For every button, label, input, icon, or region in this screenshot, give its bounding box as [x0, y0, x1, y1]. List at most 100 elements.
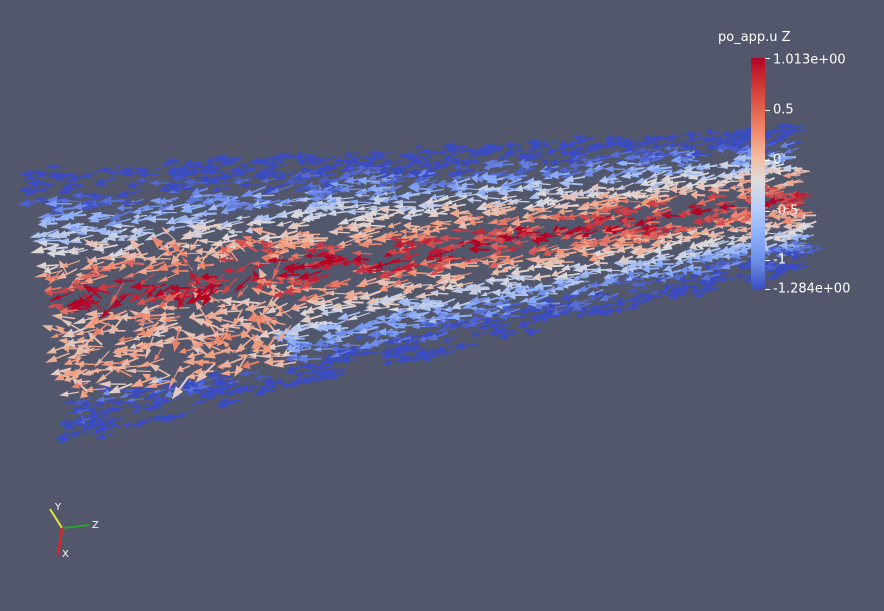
arrow-glyph-shaft — [404, 207, 414, 210]
arrow-glyph-shaft — [429, 228, 439, 233]
arrow-glyph-head — [271, 330, 283, 336]
arrow-glyph-head — [661, 227, 669, 233]
arrow-glyph-head — [89, 193, 100, 201]
arrow-glyph-head — [425, 239, 435, 249]
arrow-glyph-head — [560, 264, 571, 271]
arrow-glyph-shaft — [230, 268, 243, 271]
arrow-glyph-shaft — [207, 285, 216, 298]
arrow-glyph-shaft — [502, 163, 514, 166]
arrow-glyph-shaft — [611, 225, 620, 230]
arrow-glyph-head — [767, 151, 776, 159]
arrow-glyph-shaft — [250, 238, 262, 244]
arrow-glyph-shaft — [282, 324, 292, 336]
arrow-glyph-head — [572, 134, 583, 142]
arrow-glyph-shaft — [767, 187, 778, 191]
arrow-glyph-head — [469, 306, 477, 312]
arrow-glyph-shaft — [418, 159, 431, 163]
arrow-glyph-head — [248, 276, 258, 282]
arrow-glyph-head — [194, 299, 203, 311]
arrow-glyph-head — [59, 318, 72, 327]
arrow-glyph-shaft — [134, 181, 144, 186]
arrow-glyph-shaft — [543, 257, 554, 262]
arrow-glyph-shaft — [784, 125, 795, 129]
arrow-glyph-shaft — [473, 199, 482, 202]
arrow-glyph-shaft — [140, 207, 154, 212]
arrow-glyph-shaft — [416, 229, 426, 231]
arrow-glyph-shaft — [441, 255, 451, 260]
arrow-glyph-head — [55, 271, 67, 280]
arrow-glyph-head — [151, 338, 164, 348]
arrow-glyph-head — [253, 374, 263, 381]
arrow-glyph-head — [119, 199, 130, 207]
arrow-glyph-head — [103, 219, 117, 227]
arrow-glyph-head — [179, 204, 193, 214]
arrow-glyph-shaft — [142, 228, 154, 231]
arrow-glyph-shaft — [56, 246, 69, 250]
arrow-glyph-shaft — [386, 282, 398, 289]
arrow-glyph-shaft — [83, 329, 96, 334]
arrow-glyph-shaft — [339, 303, 355, 307]
arrow-glyph-head — [68, 236, 81, 242]
arrow-glyph-shaft — [437, 319, 449, 325]
arrow-glyph-head — [167, 165, 177, 173]
arrow-glyph-shaft — [711, 254, 724, 260]
arrow-glyph-head — [347, 170, 357, 176]
arrow-glyph-head — [95, 374, 107, 384]
arrow-glyph-head — [188, 285, 196, 292]
arrow-glyph-head — [409, 227, 417, 233]
arrow-glyph-shaft — [619, 150, 633, 155]
arrow-glyph-shaft — [46, 264, 59, 267]
arrow-glyph-shaft — [366, 179, 378, 183]
arrow-glyph-shaft — [429, 354, 439, 359]
arrow-glyph-head — [399, 297, 409, 302]
arrow-glyph-head — [44, 273, 52, 283]
arrow-glyph-head — [617, 206, 628, 216]
arrow-glyph-head — [396, 357, 405, 364]
arrow-glyph-shaft — [363, 320, 377, 327]
arrow-glyph-shaft — [783, 157, 793, 161]
arrow-glyph-head — [72, 317, 86, 325]
arrow-glyph-head — [486, 218, 498, 224]
arrow-glyph-head — [605, 172, 617, 180]
arrow-glyph-head — [204, 343, 213, 350]
arrow-glyph-shaft — [688, 159, 700, 162]
arrow-glyph-head — [793, 194, 803, 202]
arrow-glyph-shaft — [341, 304, 357, 310]
arrow-glyph-shaft — [182, 286, 191, 300]
arrow-glyph-head — [237, 162, 247, 168]
arrow-glyph-shaft — [453, 242, 467, 247]
arrow-glyph-head — [148, 389, 161, 394]
arrow-glyph-head — [358, 291, 371, 300]
arrow-glyph-head — [166, 157, 174, 164]
arrow-glyph-shaft — [777, 269, 789, 275]
arrow-glyph-shaft — [714, 231, 725, 236]
arrow-glyph-head — [251, 286, 262, 296]
arrow-glyph-head — [220, 207, 229, 215]
arrow-glyph-head — [309, 322, 318, 328]
arrow-glyph-shaft — [93, 202, 109, 205]
arrow-glyph-shaft — [303, 345, 312, 348]
arrow-glyph-head — [773, 230, 782, 237]
arrow-glyph-shaft — [388, 273, 399, 279]
arrow-glyph-head — [314, 298, 327, 306]
arrow-glyph-head — [272, 360, 284, 368]
arrow-glyph-shaft — [641, 262, 651, 265]
y-axis-line — [49, 508, 63, 529]
arrow-glyph-shaft — [711, 131, 721, 134]
arrow-glyph-head — [109, 294, 118, 307]
arrow-glyph-head — [392, 239, 404, 249]
arrow-glyph-shaft — [430, 333, 443, 337]
arrow-glyph-head — [426, 262, 434, 268]
arrow-glyph-head — [583, 217, 591, 223]
arrow-glyph-head — [402, 221, 412, 231]
arrow-glyph-shaft — [388, 211, 399, 217]
arrow-glyph-head — [178, 347, 187, 354]
arrow-glyph-shaft — [324, 306, 334, 310]
arrow-glyph-head — [435, 326, 447, 333]
arrow-glyph-head — [188, 311, 197, 321]
arrow-glyph-shaft — [274, 343, 289, 348]
arrow-glyph-shaft — [118, 382, 133, 390]
arrow-glyph-head — [126, 252, 137, 261]
arrow-glyph-shaft — [145, 342, 158, 346]
